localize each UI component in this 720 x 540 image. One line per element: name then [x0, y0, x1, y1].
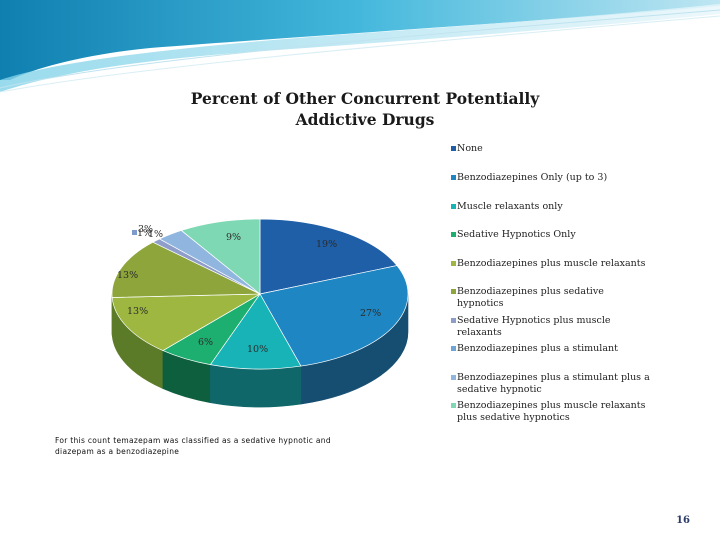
pie-slice	[259, 265, 409, 367]
legend-label: Sedative Hypnotics plus muscle relaxants	[457, 315, 611, 338]
pie-data-label: 13%	[127, 306, 148, 317]
legend-label: Sedative Hypnotics Only	[457, 229, 576, 240]
legend-item: None	[451, 143, 651, 155]
pie-slice	[259, 218, 398, 295]
chart-title: Percent of Other Concurrent Potentially …	[190, 89, 540, 129]
pie-data-label: 6%	[198, 337, 213, 348]
legend-label: Benzodiazepines Only (up to 3)	[457, 172, 608, 183]
legend-item: Sedative Hypnotics plus muscle relaxants	[451, 315, 651, 339]
legend-item: Benzodiazepines plus sedative hypnotics	[451, 286, 651, 310]
legend-label: Benzodiazepines plus a stimulant plus a …	[457, 372, 650, 395]
legend-item: Muscle relaxants only	[451, 201, 651, 213]
header-swoosh-light	[0, 4, 720, 92]
pie-slice	[111, 241, 261, 298]
footnote: For this count temazepam was classified …	[55, 436, 331, 456]
pie-slice	[209, 293, 302, 370]
pie-data-labels: 19% 27% 10% 6% 13% 13% 1%3% 9% 1%	[117, 224, 381, 355]
legend-swatch	[451, 346, 456, 351]
legend-label: Muscle relaxants only	[457, 201, 563, 212]
header-swoosh-line	[0, 15, 720, 93]
pie-data-label: 19%	[316, 239, 337, 250]
legend-item: Sedative Hypnotics Only	[451, 229, 651, 241]
legend-swatch	[451, 232, 456, 237]
legend-swatch	[451, 318, 456, 323]
legend-item: Benzodiazepines Only (up to 3)	[451, 172, 651, 184]
legend-label: Benzodiazepines plus a stimulant	[457, 343, 618, 354]
legend-swatch	[451, 146, 456, 151]
pie-slice-side	[210, 364, 302, 408]
legend-swatch	[451, 204, 456, 209]
pie-data-label: 13%	[117, 270, 138, 281]
page-number: 16	[676, 515, 690, 526]
pie-data-label: 1%	[148, 229, 163, 240]
pie-slice	[111, 293, 261, 352]
pie-data-label: 3%	[138, 224, 153, 235]
pie-data-label: 9%	[226, 232, 241, 243]
legend-label: Benzodiazepines plus muscle relaxants pl…	[457, 400, 646, 423]
legend-swatch	[451, 261, 456, 266]
legend-label: Benzodiazepines plus sedative hypnotics	[457, 286, 604, 309]
legend-item: Benzodiazepines plus muscle relaxants pl…	[451, 400, 651, 424]
header-swoosh-line	[0, 9, 720, 89]
pie-data-label: 1%	[137, 228, 152, 239]
legend-item: Benzodiazepines plus muscle relaxants	[451, 258, 651, 270]
legend-item: Benzodiazepines plus a stimulant plus a …	[451, 372, 651, 396]
legend-swatch	[451, 289, 456, 294]
legend-swatch	[451, 175, 456, 180]
legend-label: None	[457, 143, 483, 154]
pie-slice	[180, 218, 261, 295]
legend-swatch	[451, 403, 456, 408]
pie-data-label: 27%	[360, 308, 381, 319]
legend-item: Benzodiazepines plus a stimulant	[451, 343, 651, 355]
legend-swatch	[451, 375, 456, 380]
legend-label: Benzodiazepines plus muscle relaxants	[457, 258, 646, 269]
pie-top-faces	[111, 218, 409, 370]
pie-data-label: 10%	[247, 344, 268, 355]
pie-data-label-marker	[132, 230, 137, 235]
